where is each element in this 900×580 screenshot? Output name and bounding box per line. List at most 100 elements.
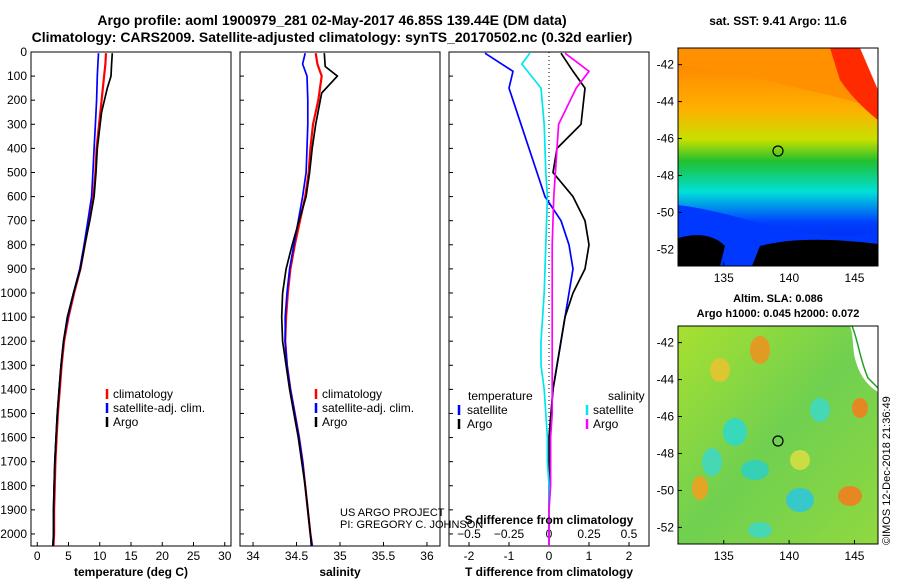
map-lat-tick-label: -44 xyxy=(657,95,675,109)
t-difference-tick-label: 2 xyxy=(626,549,633,563)
x-tick-label: 20 xyxy=(156,549,170,563)
t-difference-tick-label: 0 xyxy=(546,549,553,563)
depth-tick-label: 1000 xyxy=(0,286,27,300)
series-line-argo xyxy=(52,53,114,547)
depth-tick-label: 200 xyxy=(7,93,27,107)
sla-map-frame xyxy=(677,325,879,545)
series-line-climatology xyxy=(52,53,108,547)
legend-label-climatology: climatology xyxy=(113,387,173,401)
timestamp: ©IMOS 12-Dec-2018 21:36:49 xyxy=(881,396,893,545)
series-line-argo xyxy=(280,53,339,547)
legend-label-salinity-argo: Argo xyxy=(593,417,619,431)
x-tick-label: 30 xyxy=(218,549,232,563)
depth-tick-label: 1300 xyxy=(0,358,27,372)
salinity-axis-label: salinity xyxy=(319,565,361,579)
t-difference-tick-label: -2 xyxy=(464,549,475,563)
map-lat-tick-label: -52 xyxy=(657,520,675,534)
depth-tick-label: 0 xyxy=(20,45,27,59)
depth-tick-label: 2000 xyxy=(0,527,27,541)
s-difference-tick-label: 0.25 xyxy=(577,527,601,541)
depth-tick-label: 400 xyxy=(7,141,27,155)
depth-tick-label: 300 xyxy=(7,117,27,131)
x-tick-label: 5 xyxy=(65,549,72,563)
depth-tick-label: 1200 xyxy=(0,334,27,348)
temperature-axis-label: temperature (deg C) xyxy=(74,565,188,579)
t-difference-axis-label: T difference from climatology xyxy=(465,565,633,579)
series-line-temperature-satellite xyxy=(484,52,574,546)
salinity-plot-frame xyxy=(239,51,441,547)
sla-map-title: Altim. SLA: 0.086 xyxy=(733,293,823,305)
s-difference-tick-label: −0.25 xyxy=(494,527,525,541)
credit-line-1: US ARGO PROJECT xyxy=(340,507,445,519)
credit-line-2: PI: GREGORY C. JOHNSON xyxy=(340,519,483,531)
depth-tick-label: 700 xyxy=(7,214,27,228)
argo-position-marker-sst xyxy=(772,145,784,157)
depth-tick-label: 500 xyxy=(7,165,27,179)
map-lon-tick-label: 135 xyxy=(714,271,734,285)
legend-label-salinity-satellite: satellite xyxy=(593,403,634,417)
x-tick-label: 25 xyxy=(187,549,201,563)
x-tick-label: 0 xyxy=(34,549,41,563)
series-line-satellite-adj-clim xyxy=(52,53,100,547)
map-lat-tick-label: -46 xyxy=(657,132,675,146)
map-lon-tick-label: 140 xyxy=(779,271,799,285)
sst-map-title: sat. SST: 9.41 Argo: 11.6 xyxy=(709,14,847,28)
temperature-plot-frame xyxy=(30,51,232,547)
depth-tick-label: 1600 xyxy=(0,431,27,445)
depth-tick-label: 1900 xyxy=(0,503,27,517)
title-line-2: Climatology: CARS2009. Satellite-adjuste… xyxy=(31,29,633,45)
depth-tick-label: 800 xyxy=(7,238,27,252)
t-difference-tick-label: -1 xyxy=(504,549,515,563)
salinity-plot: 34 34.5 35 35.5 36 climatologysatellite-adj. … xyxy=(246,53,434,563)
map-lon-tick-label: 145 xyxy=(844,549,864,563)
legend-label-temperature-satellite: satellite xyxy=(467,403,508,417)
series-line-salinity-argo xyxy=(548,52,590,546)
s-difference-axis-label: S difference from climatology xyxy=(465,513,634,527)
map-lat-tick-label: -52 xyxy=(657,242,675,256)
x-tick-label: 35 xyxy=(333,549,347,563)
x-tick-label: 34 xyxy=(246,549,260,563)
x-tick-label: 15 xyxy=(124,549,138,563)
t-difference-tick-label: 1 xyxy=(586,549,593,563)
map-lat-tick-label: -42 xyxy=(657,336,675,350)
map-lon-tick-label: 140 xyxy=(779,549,799,563)
series-line-temperature-argo xyxy=(548,52,590,546)
depth-tick-label: 100 xyxy=(7,69,27,83)
map-lat-tick-label: -48 xyxy=(657,446,675,460)
x-tick-label: 35.5 xyxy=(372,549,396,563)
depth-tick-label: 1800 xyxy=(0,479,27,493)
map-lat-tick-label: -50 xyxy=(657,483,675,497)
map-lat-tick-label: -48 xyxy=(657,168,675,182)
depth-tick-label: 900 xyxy=(7,262,27,276)
series-line-satellite-adj-clim xyxy=(284,53,314,547)
map-lat-tick-label: -44 xyxy=(657,373,675,387)
depth-tick-label: 1500 xyxy=(0,406,27,420)
legend-label-argo: Argo xyxy=(322,415,348,429)
legend-label-argo: Argo xyxy=(113,415,139,429)
s-difference-tick-label: −0.5 xyxy=(457,527,481,541)
legend-label-temperature-argo: Argo xyxy=(467,417,493,431)
title-line-1: Argo profile: aoml 1900979_281 02-May-20… xyxy=(97,12,567,28)
x-tick-label: 34.5 xyxy=(285,549,309,563)
map-lon-tick-label: 135 xyxy=(714,549,734,563)
s-difference-tick-label: 0.5 xyxy=(621,527,638,541)
argo-position-marker-sla xyxy=(772,435,784,447)
series-line-salinity-satellite xyxy=(520,52,550,546)
sla-map xyxy=(678,326,878,544)
depth-tick-label: 1100 xyxy=(1,310,27,324)
map-lat-tick-label: -46 xyxy=(657,410,675,424)
legend-title-temperature: temperature xyxy=(468,389,533,403)
sla-map-subtitle: Argo h1000: 0.045 h2000: 0.072 xyxy=(697,308,860,320)
map-lon-tick-label: 145 xyxy=(844,271,864,285)
map-lat-tick-label: -42 xyxy=(657,58,675,72)
depth-tick-label: 600 xyxy=(7,190,27,204)
map-lat-tick-label: -50 xyxy=(657,205,675,219)
legend-label-satellite-adj-clim: satellite-adj. clim. xyxy=(322,401,414,415)
legend-label-satellite-adj-clim: satellite-adj. clim. xyxy=(113,401,205,415)
sst-map xyxy=(678,48,878,266)
depth-axis: 0 100 200 300 400 500 600 700 800 900 1000 1100 1200… xyxy=(0,45,453,541)
legend-label-climatology: climatology xyxy=(322,387,382,401)
